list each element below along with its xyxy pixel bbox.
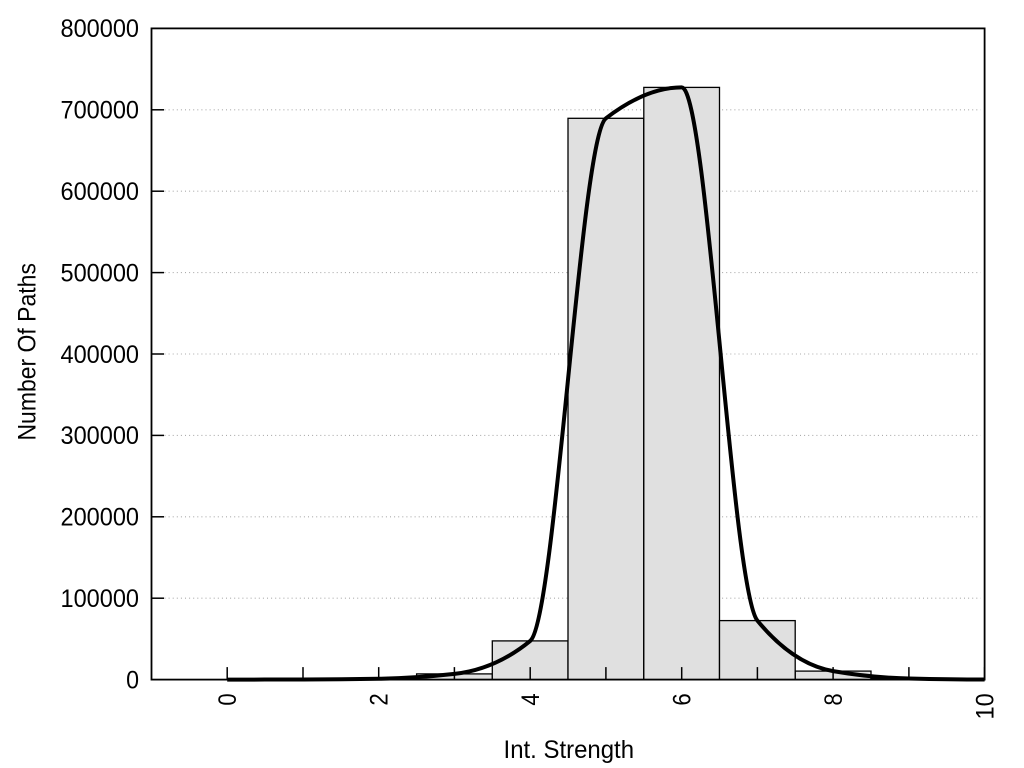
svg-text:0: 0 — [214, 693, 242, 705]
svg-text:2: 2 — [366, 693, 394, 705]
svg-text:Number Of Paths: Number Of Paths — [14, 263, 42, 441]
svg-text:10: 10 — [972, 693, 1000, 719]
svg-text:0: 0 — [126, 666, 139, 694]
svg-text:4: 4 — [517, 693, 545, 705]
svg-text:8: 8 — [820, 693, 848, 705]
svg-text:700000: 700000 — [61, 97, 140, 125]
svg-text:300000: 300000 — [61, 422, 140, 450]
svg-text:800000: 800000 — [61, 15, 140, 43]
svg-text:Int. Strength: Int. Strength — [504, 736, 635, 764]
svg-text:400000: 400000 — [61, 341, 140, 369]
svg-text:6: 6 — [669, 693, 697, 705]
svg-text:600000: 600000 — [61, 178, 140, 206]
svg-text:500000: 500000 — [61, 259, 140, 287]
svg-text:200000: 200000 — [61, 504, 140, 532]
svg-text:100000: 100000 — [61, 585, 140, 613]
